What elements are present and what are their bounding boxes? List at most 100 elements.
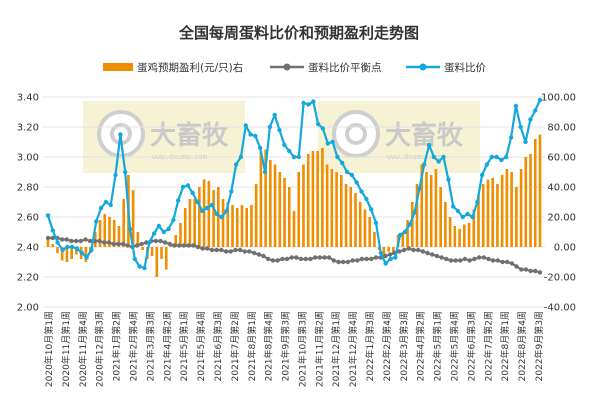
breakeven-point	[59, 237, 65, 242]
ratio-point	[388, 256, 393, 262]
watermark-group: 大畜牧 www.dxumu.com 大畜牧 www.dxumu.com	[83, 101, 480, 173]
y-left-tick-label: 2.20	[17, 273, 39, 284]
ratio-point	[209, 202, 215, 208]
breakeven-point	[425, 250, 430, 256]
breakeven-point	[116, 241, 121, 247]
breakeven-point	[514, 264, 519, 269]
breakeven-point	[270, 258, 276, 263]
breakeven-point	[448, 258, 454, 263]
watermark-right-logo-inner-icon	[345, 123, 367, 145]
y-left-tick-label: 3.00	[17, 153, 39, 164]
profit-bar	[273, 164, 277, 247]
y-left-tick-label: 2.60	[17, 213, 39, 224]
profit-bar	[56, 247, 59, 253]
ratio-point	[253, 133, 258, 139]
profit-bar	[269, 160, 272, 247]
ratio-point	[282, 142, 287, 148]
x-tick-label: 2021年5月第4周	[195, 311, 207, 381]
ratio-point	[417, 186, 422, 191]
profit-bar	[477, 194, 480, 247]
ratio-point	[340, 160, 345, 166]
ratio-point	[378, 250, 383, 256]
profit-bar	[103, 214, 107, 247]
profit-bar	[188, 199, 192, 247]
ratio-point	[306, 102, 311, 107]
watermark-right-logo-icon	[332, 110, 380, 158]
ratio-point	[267, 124, 273, 130]
breakeven-point	[331, 258, 336, 263]
ratio-point	[296, 154, 301, 160]
profit-bar	[387, 247, 390, 252]
profit-bar	[491, 178, 494, 247]
breakeven-point	[134, 243, 140, 248]
ratio-point	[364, 196, 369, 202]
profit-bar	[481, 184, 485, 247]
ratio-point	[151, 231, 157, 236]
x-tick-label: 2022年2月第4周	[381, 311, 393, 381]
breakeven-point	[153, 238, 158, 244]
profit-bar	[60, 247, 64, 261]
breakeven-point	[373, 255, 379, 260]
breakeven-point	[289, 255, 294, 260]
ratio-point	[431, 154, 437, 160]
breakeven-point	[139, 241, 144, 247]
breakeven-point	[298, 256, 304, 262]
profit-bar	[207, 181, 211, 247]
ratio-point	[446, 177, 451, 182]
ratio-point	[359, 189, 364, 194]
breakeven-point	[88, 238, 93, 244]
profit-bar	[160, 247, 163, 259]
breakeven-point	[294, 255, 299, 260]
ratio-point	[248, 132, 253, 137]
ratio-point	[499, 157, 504, 163]
breakeven-point	[350, 258, 355, 263]
ratio-point	[50, 228, 55, 233]
profit-bar	[344, 184, 348, 247]
ratio-point	[190, 190, 195, 196]
profit-bar	[373, 232, 376, 247]
watermark-right-text: 大畜牧	[385, 120, 464, 151]
profit-bar	[131, 190, 135, 247]
breakeven-point	[97, 238, 102, 244]
ratio-point	[475, 199, 480, 205]
ratio-point	[489, 154, 494, 160]
profit-bar	[250, 205, 253, 247]
ratio-point	[60, 247, 65, 253]
x-tick-label: 2021年5月第1周	[178, 311, 190, 381]
ratio-point	[369, 207, 374, 212]
profit-bar	[496, 184, 499, 247]
ratio-point	[45, 213, 51, 218]
ratio-point	[383, 261, 388, 266]
ratio-point	[479, 172, 485, 178]
breakeven-point	[261, 253, 266, 259]
breakeven-point	[533, 268, 538, 274]
ratio-point	[84, 255, 89, 260]
legend: 蛋鸡预期盈利(元/只)右 蛋料比价平衡点 蛋料比价	[103, 61, 486, 74]
profit-bar	[486, 179, 490, 247]
watermark-left-text: 大畜牧	[150, 120, 229, 151]
y-left-tick-label: 3.40	[17, 93, 39, 104]
profit-bar	[198, 187, 201, 247]
profit-bar	[321, 148, 324, 247]
ratio-point	[79, 250, 85, 256]
profit-bar	[363, 209, 367, 247]
ratio-point	[147, 240, 152, 245]
ratio-point	[229, 189, 234, 194]
ratio-point	[291, 154, 297, 160]
profit-bar	[212, 190, 215, 247]
profit-bar	[179, 223, 182, 247]
profit-bar	[65, 247, 69, 262]
ratio-point	[98, 205, 104, 211]
profit-bar	[415, 184, 419, 247]
ratio-point	[407, 222, 412, 227]
profit-bar	[108, 217, 111, 247]
ratio-point	[325, 141, 330, 146]
x-tick-label: 2021年8月第4周	[263, 311, 275, 381]
breakeven-point	[345, 259, 351, 265]
profit-bar	[174, 235, 178, 247]
ratio-point	[504, 154, 509, 160]
profit-bar	[245, 208, 248, 247]
breakeven-point	[181, 243, 187, 248]
breakeven-point	[256, 252, 262, 257]
